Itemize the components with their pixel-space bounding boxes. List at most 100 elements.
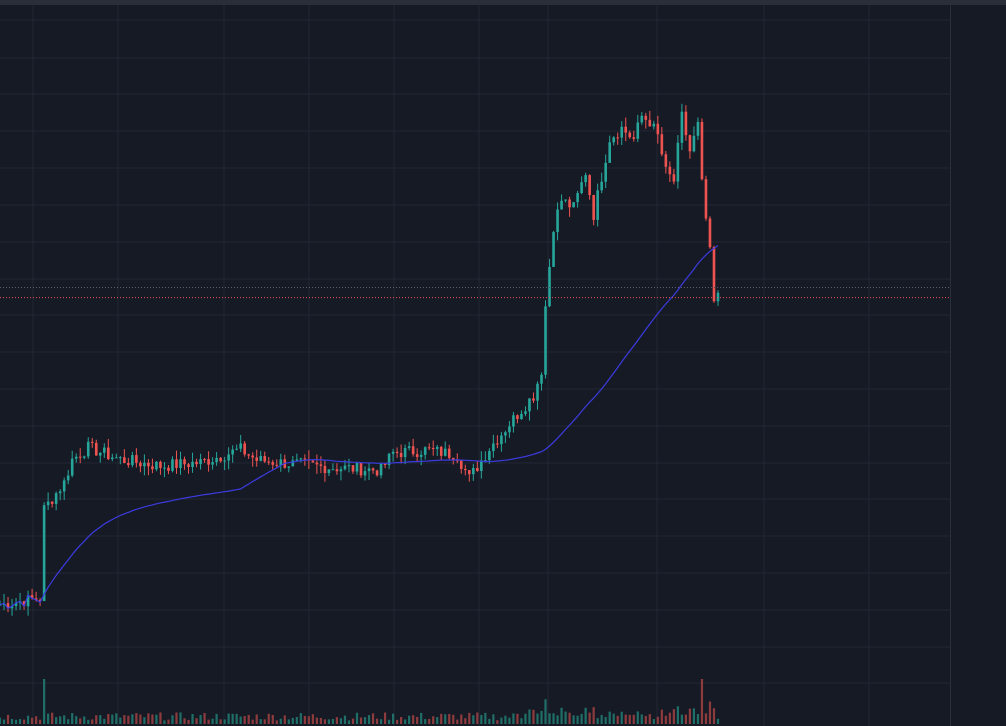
volume-bar [672, 709, 675, 724]
candle-body [22, 601, 26, 607]
volume-bar [375, 718, 379, 724]
volume-bar [287, 719, 290, 724]
volume-bar [444, 714, 447, 724]
candle-body [219, 457, 222, 462]
volume-bar [279, 718, 282, 724]
volume-bar [680, 714, 683, 724]
candle-body [624, 126, 628, 133]
candle-body [572, 202, 575, 208]
chart-pane[interactable] [0, 5, 950, 726]
candle-body [263, 456, 267, 462]
volume-bar [400, 717, 403, 724]
candle-body [516, 415, 519, 420]
candle-body [608, 142, 611, 163]
candle-body [708, 218, 712, 248]
candle-body [596, 190, 599, 220]
volume-bar [371, 713, 375, 724]
volume-bar [267, 713, 270, 724]
volume-bar [616, 715, 619, 724]
volume-bar [26, 715, 30, 724]
volume-bar [87, 719, 90, 724]
candle-body [367, 468, 371, 472]
volume-bar [343, 715, 347, 724]
candle-body [628, 132, 632, 138]
candle-body [235, 448, 238, 450]
candle-body [451, 457, 455, 461]
candle-body [163, 467, 166, 469]
volume-bar [383, 712, 387, 724]
volume-bar [203, 712, 206, 724]
candle-body [500, 435, 503, 445]
volume-bar [223, 719, 226, 724]
volume-bar [159, 712, 162, 724]
price-chart[interactable] [0, 5, 950, 726]
candle-body [231, 449, 234, 455]
candle-body [279, 459, 283, 466]
volume-bar [275, 720, 278, 724]
candle-body [143, 462, 146, 467]
volume-bar [239, 716, 242, 724]
volume-bar [231, 713, 234, 724]
candle-body [564, 199, 567, 201]
volume-bar [496, 720, 499, 724]
volume-bar [123, 715, 126, 724]
volume-bar [640, 714, 643, 724]
volume-bar [363, 717, 367, 724]
price-scale[interactable] [950, 5, 1006, 726]
moving-average-line [0, 245, 719, 610]
candle-body [704, 179, 708, 219]
volume-bar [355, 712, 359, 724]
candle-body [476, 467, 479, 472]
candle-body [147, 462, 150, 467]
candle-body [211, 462, 214, 465]
volume-bar [59, 716, 62, 724]
candle-body [692, 135, 696, 152]
candle-body [14, 602, 18, 607]
candle-body [82, 456, 86, 458]
volume-bar [704, 713, 708, 724]
volume-bar [199, 715, 202, 724]
candle-body [319, 464, 323, 466]
volume-bar [79, 718, 82, 724]
candle-body [343, 465, 347, 470]
volume-bar [484, 712, 487, 724]
volume-bar [564, 711, 567, 724]
volume-bar [560, 707, 563, 724]
volume-bar [716, 718, 720, 724]
volume-bar [692, 708, 696, 724]
candle-body [291, 460, 295, 467]
volume-bar [47, 713, 50, 724]
candle-body [331, 469, 335, 471]
volume-bar [67, 719, 70, 724]
volume-bar [315, 717, 318, 724]
candle-body [712, 247, 716, 302]
candle-body [632, 137, 636, 139]
volume-bar [207, 719, 210, 724]
candle-body [540, 374, 543, 384]
volume-bar [596, 718, 599, 724]
volume-bar [620, 711, 623, 724]
volume-bar [460, 714, 463, 724]
candle-body [600, 181, 603, 191]
candle-body [439, 446, 443, 456]
volume-bar [39, 719, 42, 724]
candle-body [303, 458, 307, 460]
candle-body [512, 415, 515, 427]
volume-bar [396, 719, 399, 724]
candle-body [656, 123, 660, 135]
volume-bar [424, 719, 427, 724]
volume-bar [63, 715, 66, 724]
volume-bar [83, 716, 86, 724]
candle-body [86, 441, 90, 457]
volume-bar [387, 719, 391, 724]
candle-body [660, 134, 664, 155]
volume-bar [432, 716, 435, 724]
volume-bar [708, 701, 712, 724]
candle-body [131, 455, 134, 466]
candle-body [183, 459, 186, 465]
candle-body [207, 459, 210, 465]
volume-bar [632, 714, 635, 724]
candle-body [403, 447, 407, 458]
candle-body [592, 195, 595, 220]
volume-bar [319, 718, 322, 724]
